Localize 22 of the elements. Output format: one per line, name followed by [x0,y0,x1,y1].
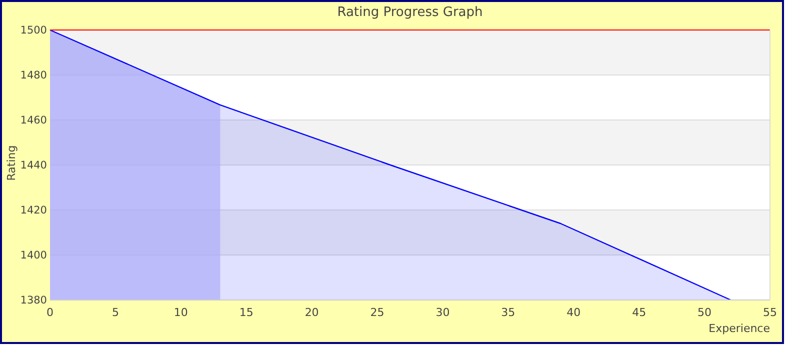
x-tick-label: 0 [46,306,54,319]
x-tick-label: 20 [304,306,319,319]
x-tick-label: 50 [698,306,712,319]
x-tick-label: 10 [174,306,188,319]
y-tick-label: 1440 [20,160,47,172]
y-axis-title: Rating [5,145,18,181]
x-tick-label: 40 [566,306,581,319]
x-tick-label: 25 [370,306,384,319]
y-tick-label: 1380 [20,294,47,307]
y-tick-label: 1400 [20,250,47,262]
x-tick-label: 30 [436,306,450,319]
y-tick-label: 1500 [20,24,47,37]
x-tick-label: 15 [239,306,254,319]
x-tick-label: 35 [501,306,516,319]
x-axis-title: Experience [708,322,770,335]
x-tick-label: 45 [632,306,646,319]
y-tick-label: 1420 [20,204,47,217]
y-tick-label: 1460 [20,114,47,127]
y-tick-label: 1480 [20,70,47,82]
x-tick-label: 55 [763,306,777,319]
x-tick-label: 5 [112,306,119,319]
chart-title: Rating Progress Graph [337,5,483,20]
